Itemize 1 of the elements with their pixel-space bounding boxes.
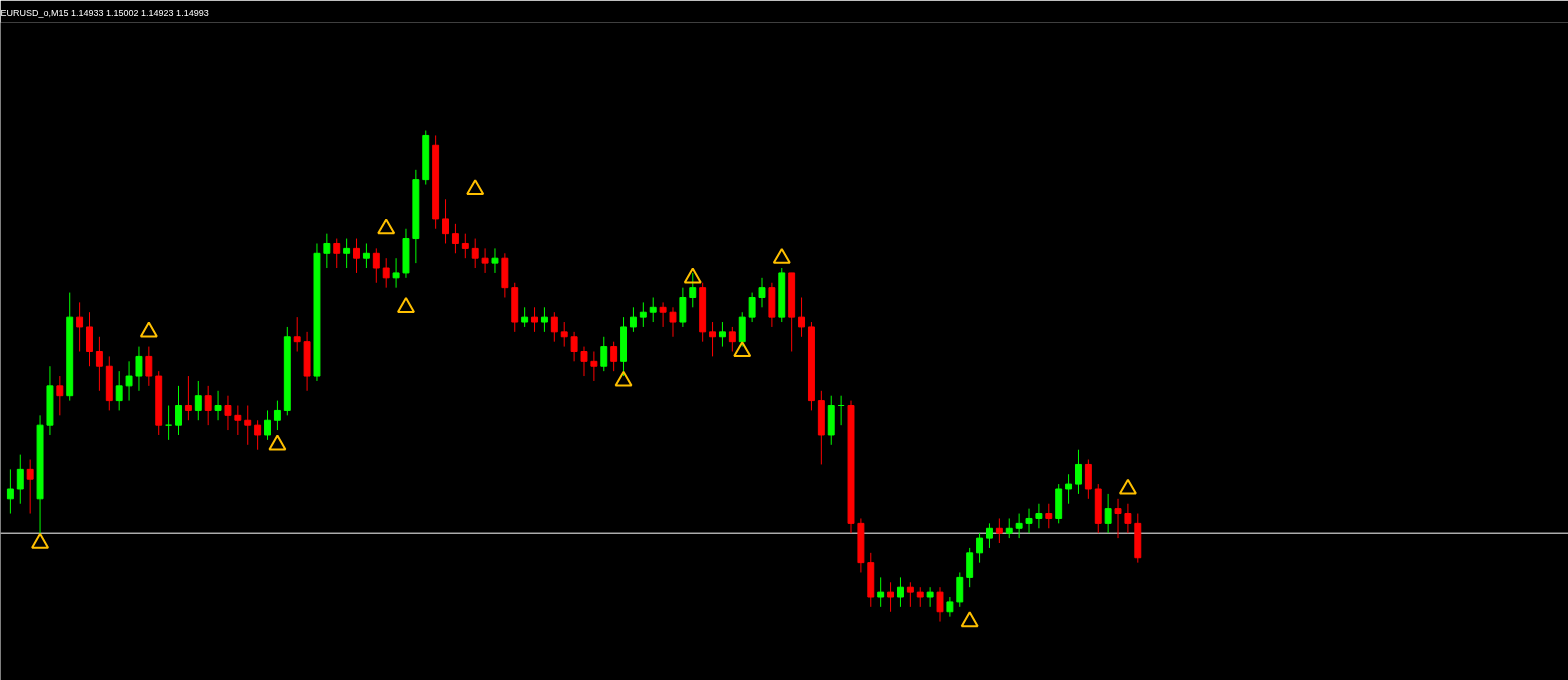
chart-title: EURUSD_o,M15 1.14933 1.15002 1.14923 1.14993 (0, 7, 209, 18)
